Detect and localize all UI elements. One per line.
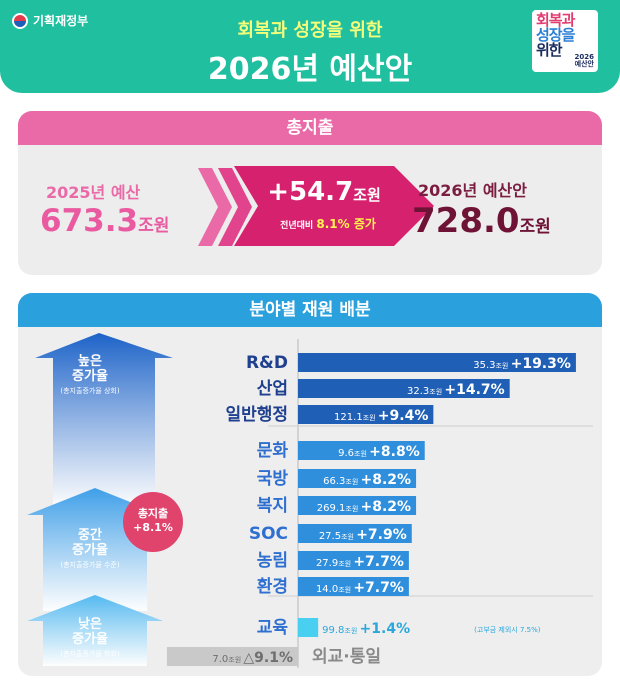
badge-line-2: 성장을 xyxy=(536,26,575,44)
bar-4 xyxy=(298,469,417,488)
chevron-right-icon xyxy=(198,168,232,246)
value-label-5: 269.1조원 +8.2% xyxy=(317,499,411,515)
badge-year: 2026 예산안 xyxy=(574,53,594,68)
bar-10 xyxy=(166,647,298,666)
value-label-0: 35.3조원 +19.3% xyxy=(473,356,571,372)
value-label-1: 32.3조원 +14.7% xyxy=(407,382,505,398)
bar-5 xyxy=(298,496,417,515)
value-label-7: 27.9조원 +7.7% xyxy=(316,554,404,570)
total-growth-circle: 총지출 +8.1% xyxy=(123,492,183,552)
low-growth-arrow xyxy=(27,595,163,666)
value-label-10: 7.0조원 △9.1% xyxy=(212,650,293,666)
bar-3 xyxy=(298,441,425,460)
bar-9 xyxy=(298,618,319,637)
category-label-0: R&D xyxy=(246,353,288,373)
high-growth-arrow xyxy=(35,333,173,508)
allocation-panel: 분야별 재원 배분 R&D 35.3조원 +19.3% 산업 32.3조원 +14.7… xyxy=(18,293,602,676)
education-annotation: (고부금 제외시 7.5%) xyxy=(474,625,541,634)
prev-year-value: 673.3조원 xyxy=(40,203,170,239)
value-label-8: 14.0조원 +7.7% xyxy=(316,580,404,596)
category-label-4: 국방 xyxy=(257,469,289,489)
value-label-4: 66.3조원 +8.2% xyxy=(323,472,411,488)
value-label-2: 121.1조원 +9.4% xyxy=(334,408,428,424)
category-label-3: 문화 xyxy=(257,441,289,461)
bar-2 xyxy=(298,405,434,424)
category-label-6: SOC xyxy=(249,524,288,544)
new-year-value: 728.0조원 xyxy=(412,201,551,241)
budget-badge: 회복과 성장을 위한 2026 예산안 xyxy=(532,10,598,72)
value-label-9: 99.8조원 +1.4% xyxy=(322,621,410,637)
mid-growth-label: 중간 증가율 (총지출증가율 수준) xyxy=(60,528,120,569)
high-growth-label: 높은 증가율 (총지출증가율 상회) xyxy=(60,354,120,395)
chevron-right-icon-2 xyxy=(218,168,252,246)
new-year-label: 2026년 예산안 xyxy=(418,181,527,200)
value-label-6: 27.5조원 +7.9% xyxy=(319,527,407,543)
bar-1 xyxy=(298,379,510,398)
total-spending-panel: 총지출 2025년 예산 673.3조원 +54.7조원 전년대비 8.1% 증… xyxy=(18,111,602,275)
total-spending-heading: 총지출 xyxy=(18,111,602,145)
prev-year-label: 2025년 예산 xyxy=(46,183,141,202)
category-label-7: 농림 xyxy=(257,551,288,571)
category-label-1: 산업 xyxy=(257,379,288,399)
category-label-10: 외교·통일 xyxy=(312,647,381,667)
ministry-name: 기획재정부 xyxy=(33,14,89,28)
category-label-5: 복지 xyxy=(257,496,288,516)
category-label-8: 환경 xyxy=(257,577,288,597)
low-growth-label: 낮은 증가율 (총지출증가율 하회) xyxy=(60,617,120,658)
page-title: 2026년 예산안 xyxy=(207,52,413,87)
bar-8 xyxy=(298,577,409,596)
increase-value: +54.7조원 xyxy=(267,177,381,207)
ministry-logo: 기획재정부 xyxy=(12,12,88,29)
page-subtitle: 회복과 성장을 위한 xyxy=(237,20,383,41)
header-banner: 기획재정부 회복과 성장을 위한 2026년 예산안 회복과 성장을 위한 20… xyxy=(0,0,620,93)
category-label-9: 교육 xyxy=(257,618,289,638)
allocation-chart: R&D 35.3조원 +19.3% 산업 32.3조원 +14.7% 일반행정 121.1… xyxy=(27,333,593,668)
value-label-3: 9.6조원 +8.8% xyxy=(338,444,420,460)
bar-0 xyxy=(298,353,576,372)
increase-note: 전년대비 8.1% 증가 xyxy=(280,217,376,231)
category-label-2: 일반행정 xyxy=(225,405,288,425)
badge-line-1: 회복과 xyxy=(536,11,575,29)
taegeuk-icon xyxy=(12,12,28,29)
bar-6 xyxy=(298,524,412,543)
badge-line-3: 위한 xyxy=(536,41,563,59)
bar-7 xyxy=(298,551,409,570)
allocation-heading: 분야별 재원 배분 xyxy=(18,293,602,327)
increase-arrow xyxy=(234,166,434,246)
